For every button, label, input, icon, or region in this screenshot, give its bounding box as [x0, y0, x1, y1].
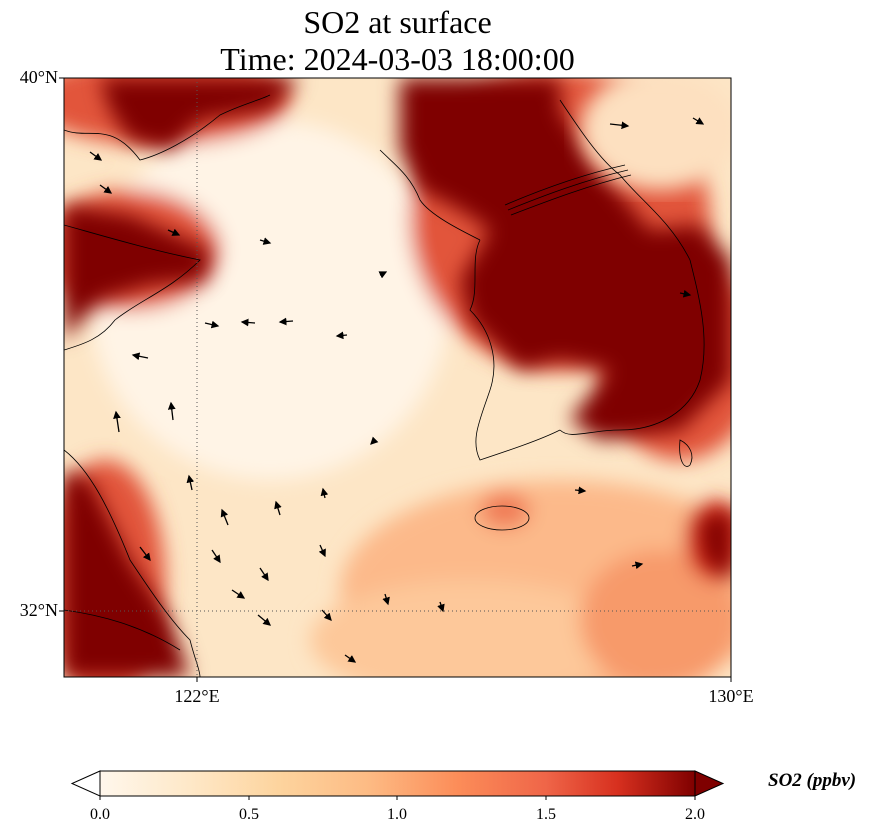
wind-arrow [278, 317, 294, 326]
colorbar-tick-label: 1.5 [536, 806, 556, 823]
colorbar [70, 770, 725, 800]
wind-arrow [231, 589, 246, 599]
map-frame [63, 77, 732, 678]
wind-arrow [113, 410, 121, 433]
wind-arrow [318, 544, 326, 558]
wind-arrow [131, 352, 149, 361]
wind-arrow [437, 601, 445, 613]
wind-arrow [335, 331, 348, 340]
wind-arrow [274, 500, 282, 516]
wind-arrow [259, 237, 272, 245]
colorbar-title: SO2 (ppbv) [768, 770, 857, 791]
colorbar-extend-high [694, 770, 725, 797]
colorbar-tick-label: 0.0 [90, 806, 110, 823]
wind-arrow [321, 609, 332, 621]
wind-arrow [257, 614, 271, 626]
wind-arrow [370, 436, 379, 445]
wind-arrow [631, 561, 644, 570]
wind-arrow [220, 508, 229, 526]
wind-arrow [167, 401, 176, 421]
colorbar-tick-label: 1.0 [387, 806, 407, 823]
colorbar-tick-label: 0.5 [239, 806, 259, 823]
lon-tick-label: 122°E [174, 686, 220, 706]
wind-arrow [259, 567, 269, 582]
wind-arrow [679, 289, 692, 298]
wind-arrow [344, 654, 357, 663]
wind-arrow [692, 117, 705, 125]
map-title-line1: SO2 at surface [303, 4, 492, 40]
so2-field [64, 78, 731, 677]
wind-arrow [240, 318, 256, 327]
wind-arrow [186, 474, 195, 491]
lat-tick-label: 40°N [19, 67, 58, 87]
wind-arrow [378, 271, 388, 279]
wind-arrow [89, 151, 103, 161]
lat-tick-label: 32°N [19, 600, 58, 620]
wind-arrow [382, 593, 390, 606]
lon-tick-label: 130°E [708, 686, 754, 706]
wind-arrow [609, 121, 630, 130]
wind-arrow [99, 184, 113, 194]
wind-arrow [211, 549, 221, 564]
colorbar-extend-low [70, 770, 101, 797]
wind-arrow [320, 487, 329, 499]
wind-arrow [204, 320, 220, 329]
wind-arrow [139, 546, 151, 562]
wind-arrow [574, 486, 587, 495]
colorbar-tick-label: 2.0 [685, 806, 705, 823]
map-title-line2: Time: 2024-03-03 18:00:00 [220, 41, 575, 77]
wind-arrow [167, 228, 181, 236]
wind-vectors [89, 117, 705, 663]
coastlines [64, 94, 705, 677]
